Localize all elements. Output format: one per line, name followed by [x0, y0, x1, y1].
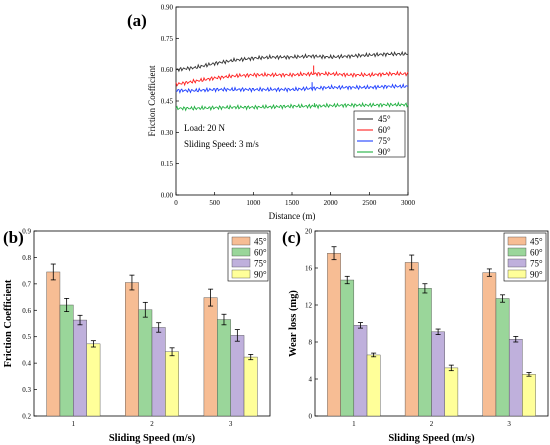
- annotation-speed: Sliding Speed: 3 m/s: [184, 139, 259, 149]
- legend-label-a: 90°: [378, 147, 391, 157]
- bar-pb: [217, 319, 231, 417]
- legend-swatch-pb: [231, 258, 251, 268]
- x-tick-label-a: 0: [174, 199, 178, 207]
- y-tick-label-pb: 0.3: [22, 386, 31, 394]
- bar-pb: [165, 351, 179, 417]
- series-line-a: [175, 70, 409, 87]
- y-tick-label-pb: 0.5: [22, 333, 31, 341]
- legend-label-a: 45°: [378, 114, 391, 124]
- y-tick-label-a: 0.60: [161, 66, 174, 74]
- bar-pc: [366, 354, 381, 417]
- x-tick-label-a: 1500: [285, 199, 300, 207]
- bar-pc: [327, 252, 341, 417]
- panel-b-label: (b): [3, 228, 24, 247]
- x-axis-label-pb: Sliding Speed (m/s): [109, 433, 196, 444]
- x-tick-label-a: 2500: [362, 199, 377, 207]
- bar-pb: [230, 335, 245, 417]
- legend-label-pc: 60°: [530, 248, 543, 258]
- series-line-a: [175, 83, 409, 94]
- bar-pb: [151, 327, 166, 417]
- x-tick-label-a: 3000: [401, 199, 416, 207]
- y-tick-label-a: 0.45: [161, 98, 174, 106]
- y-tick-label-pc: 16: [305, 265, 313, 273]
- legend-swatch-pc: [507, 258, 527, 268]
- y-tick-label-pb: 0.6: [22, 307, 31, 315]
- y-tick-label-pc: 20: [305, 228, 313, 236]
- bar-pc: [431, 331, 445, 417]
- x-tick-label-a: 1000: [246, 199, 261, 207]
- y-tick-label-a: 0.90: [161, 4, 174, 12]
- legend-swatch-pc: [507, 247, 527, 257]
- x-tick-label-a: 2000: [324, 199, 339, 207]
- bar-pb: [138, 309, 153, 417]
- bar-pc: [495, 298, 510, 417]
- x-tick-label-pb: 2: [150, 420, 154, 428]
- x-axis-label-pc: Sliding Speed (m/s): [388, 433, 475, 444]
- x-tick-label-a: 500: [209, 199, 220, 207]
- y-tick-label-pc: 8: [309, 339, 313, 347]
- y-tick-label-a: 0.15: [161, 160, 174, 168]
- legend-swatch-pc: [507, 236, 527, 246]
- legend-label-pc: 75°: [530, 259, 543, 269]
- legend-swatch-pb: [231, 269, 251, 279]
- legend-box-a: [353, 110, 406, 158]
- x-axis-label-a: Distance (m): [269, 211, 316, 221]
- legend-label-pb: 60°: [254, 248, 267, 258]
- chart-a: 0.00 0.15 0.30 0.45 0.60 0.75 0.90 0 500 1000 1500…: [147, 4, 416, 222]
- y-axis-label-pb: Friction Coefficient: [3, 279, 14, 367]
- bar-pb: [243, 356, 258, 417]
- bar-pb: [46, 271, 61, 417]
- bar-pb: [125, 282, 139, 417]
- annotation-load: Load: 20 N: [184, 123, 225, 133]
- bar-pb: [203, 297, 218, 417]
- y-tick-label-pc: 0: [309, 413, 313, 421]
- y-tick-label-pb: 0.8: [22, 254, 31, 262]
- bar-pc: [353, 325, 368, 417]
- y-tick-label-a: 0.30: [161, 129, 174, 137]
- y-tick-label-a: 0.00: [161, 192, 174, 200]
- series-line-a: [175, 50, 409, 73]
- legend-label-pb: 90°: [254, 270, 267, 280]
- y-tick-label-pb: 0.7: [22, 280, 31, 288]
- x-tick-label-pc: 1: [352, 420, 356, 428]
- legend-label-pc: 90°: [530, 270, 543, 280]
- legend-label-pb: 75°: [254, 259, 267, 269]
- x-tick-label-pb: 3: [229, 420, 233, 428]
- y-tick-label-pb: 0.4: [22, 360, 31, 368]
- legend-swatch-pb: [231, 247, 251, 257]
- bar-pc: [444, 367, 459, 417]
- bar-pc: [418, 288, 432, 417]
- bar-pc: [404, 262, 419, 417]
- x-tick-label-pc: 2: [430, 420, 434, 428]
- bar-pc: [522, 374, 536, 417]
- panel-c-label: (c): [282, 228, 301, 247]
- bar-pc: [508, 339, 523, 417]
- bar-pb: [59, 304, 74, 417]
- legend-label-pb: 45°: [254, 237, 267, 247]
- legend-swatch-pc: [507, 269, 527, 279]
- legend-label-a: 75°: [378, 136, 391, 146]
- x-tick-label-pc: 3: [507, 420, 511, 428]
- x-tick-label-pb: 1: [72, 420, 76, 428]
- bar-pc: [482, 272, 497, 417]
- plot-frame-a: [175, 6, 409, 196]
- chart-b: 0.2 0.3 0.4 0.5 0.6 0.7 0.8 0.9 1 2 3 Sliding Speed…: [3, 228, 271, 444]
- y-tick-label-pc: 4: [309, 376, 313, 384]
- panel-a-label: (a): [127, 11, 147, 30]
- y-tick-label-pb: 0.2: [22, 413, 31, 421]
- bar-pc: [340, 279, 355, 417]
- y-tick-label-pc: 12: [305, 302, 313, 310]
- bar-pb: [73, 319, 87, 417]
- y-axis-label-pc: Wear loss (mg): [288, 290, 299, 357]
- legend-label-a: 60°: [378, 125, 391, 135]
- y-axis-label-a: Friction Coefficient: [147, 65, 157, 137]
- bar-pb: [86, 343, 101, 417]
- legend-swatch-pb: [231, 236, 251, 246]
- y-tick-label-a: 0.75: [161, 35, 174, 43]
- y-tick-label-pb: 0.9: [22, 228, 31, 236]
- legend-label-pc: 45°: [530, 237, 543, 247]
- series-line-a: [175, 101, 409, 112]
